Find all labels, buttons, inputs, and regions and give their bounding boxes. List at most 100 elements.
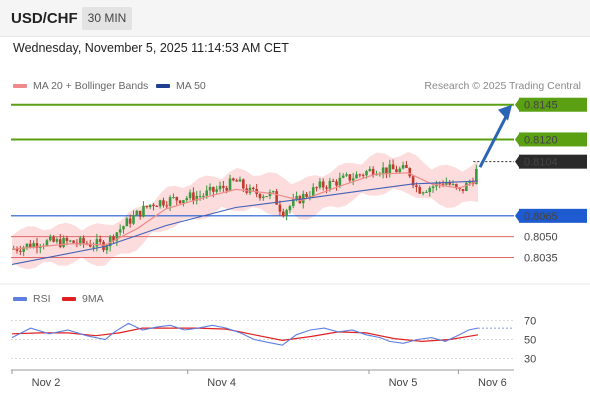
- candle-body: [395, 169, 398, 173]
- candle-body: [142, 205, 145, 217]
- candle-body: [125, 218, 129, 227]
- level-tag-pointer: [515, 154, 520, 169]
- candle-body: [188, 192, 192, 199]
- candle-body: [278, 204, 282, 212]
- rsi-tick-70: 70: [524, 316, 536, 328]
- candle-body: [358, 174, 362, 176]
- level-tag-0.8120: [519, 132, 587, 147]
- candle-body: [62, 237, 65, 247]
- candle-body: [165, 205, 169, 207]
- candle-body: [192, 192, 195, 201]
- candle-body: [441, 183, 445, 185]
- candle-body: [421, 192, 425, 194]
- candle-body: [291, 199, 295, 207]
- candle-body: [275, 191, 278, 205]
- candle-body: [285, 210, 288, 217]
- candle-body: [48, 236, 52, 241]
- candle-body: [431, 186, 435, 188]
- candle-body: [202, 195, 205, 197]
- candle-body: [418, 186, 422, 194]
- candle-body: [461, 189, 465, 191]
- legend-ma20: MA 20 + Bollinger Bands: [13, 80, 148, 92]
- ma50-line: [11, 180, 479, 265]
- candle-body: [425, 191, 428, 193]
- candle-body: [205, 190, 209, 196]
- rsi-swatch: [13, 297, 27, 302]
- candle-body: [258, 193, 262, 199]
- candle-body: [405, 165, 408, 168]
- candle-body: [235, 180, 238, 182]
- candle-body: [288, 206, 292, 211]
- candle-body: [318, 181, 322, 188]
- candle-body: [212, 186, 215, 192]
- candle-body: [328, 180, 332, 189]
- candle-body: [428, 187, 432, 192]
- candle-body: [98, 239, 102, 242]
- candle-body: [15, 248, 19, 251]
- rsi-ma-line: [11, 327, 479, 343]
- candle-body: [365, 171, 368, 176]
- candle-body: [58, 239, 62, 247]
- candle-body: [162, 200, 165, 206]
- candle-body: [195, 195, 199, 201]
- candle-body: [95, 239, 99, 247]
- candle-body: [368, 168, 372, 172]
- candle-body: [19, 250, 22, 252]
- candle-body: [65, 237, 69, 242]
- candle-body: [198, 195, 202, 197]
- candle-body: [331, 180, 335, 182]
- candle-body: [335, 181, 338, 186]
- rsi-tick-50: 50: [524, 335, 536, 347]
- candle-body: [218, 185, 222, 190]
- level-tag-pointer: [515, 208, 520, 223]
- candle-body: [401, 165, 405, 169]
- candle-body: [152, 204, 155, 206]
- header-bar: USD/CHF 30 MIN: [0, 0, 590, 37]
- candle-body: [55, 239, 59, 242]
- candle-body: [361, 174, 365, 176]
- candle-body: [178, 200, 182, 204]
- candle-body: [468, 182, 471, 184]
- candle-body: [265, 196, 268, 198]
- candle-body: [371, 168, 375, 176]
- level-value-0.8035: 0.8035: [524, 253, 558, 265]
- candle-body: [281, 211, 285, 217]
- legend-rsi-ma: 9MA: [62, 293, 104, 305]
- candle-body: [238, 179, 242, 182]
- candle-body: [158, 200, 162, 207]
- candle-body: [175, 197, 179, 201]
- candle-body: [222, 185, 225, 188]
- ma20-label: MA 20 + Bollinger Bands: [33, 80, 149, 92]
- candle-body: [45, 240, 49, 246]
- level-value-0.8145: 0.8145: [524, 100, 558, 112]
- timeframe-badge[interactable]: 30 MIN: [82, 7, 132, 30]
- ma50-swatch: [156, 84, 170, 89]
- instrument-title: USD/CHF: [11, 10, 78, 27]
- level-tag-0.8104: [519, 154, 587, 169]
- ma20-swatch: [13, 84, 27, 89]
- credit-text: Research © 2025 Trading Central: [424, 80, 581, 92]
- rsi-label: RSI: [33, 293, 51, 305]
- candle-body: [448, 182, 452, 185]
- candle-body: [92, 246, 95, 248]
- x-label-Nov-4: Nov 4: [207, 377, 236, 389]
- candle-body: [38, 246, 42, 248]
- candle-body: [311, 187, 315, 197]
- candle-body: [315, 187, 318, 189]
- x-label-Nov-5: Nov 5: [389, 377, 418, 389]
- candle-body: [465, 182, 468, 191]
- candle-body: [348, 174, 352, 181]
- rsi-ma-label: 9MA: [82, 293, 104, 305]
- candle-body: [132, 215, 135, 224]
- candle-body: [112, 236, 115, 241]
- candle-body: [32, 243, 35, 248]
- projection-arrowhead: [498, 104, 512, 121]
- candle-body: [25, 243, 29, 248]
- candle-body: [128, 218, 132, 224]
- candle-body: [408, 167, 412, 177]
- candle-body: [268, 191, 272, 197]
- candle-body: [232, 178, 235, 181]
- candle-body: [172, 197, 175, 199]
- candle-body: [78, 237, 82, 244]
